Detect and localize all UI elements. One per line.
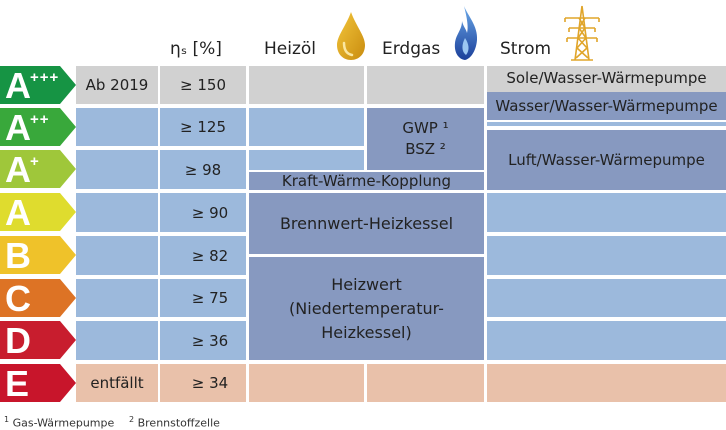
sole-wasser-block: Sole/Wasser-Wärmepumpe (487, 66, 726, 90)
gas-flame-icon (454, 6, 478, 60)
strom-cell (487, 321, 726, 360)
power-pylon-icon (564, 5, 600, 61)
class-letter: A (5, 149, 31, 190)
class-arrow-a: A (0, 193, 76, 231)
note-cell (76, 108, 158, 146)
class-letter: B (5, 235, 31, 276)
note-cell (76, 150, 158, 189)
footnote-1-mark: 1 (4, 415, 10, 424)
oil-cell (249, 66, 364, 104)
efficiency-value: ≥ 90 (191, 203, 229, 222)
strom-cell (487, 193, 726, 232)
class-letter: D (5, 320, 31, 361)
footnote-1: 1 Gas-Wärmepumpe (4, 415, 114, 430)
luft-wasser-label: Luft/Wasser-Wärmepumpe (508, 150, 705, 169)
brennwert-block: Brennwert-Heizkessel (249, 193, 484, 254)
class-letter: C (5, 278, 31, 319)
efficiency-value: ≥ 125 (180, 118, 226, 136)
efficiency-cell: ≥ 34 (160, 364, 246, 402)
class-arrow-e: E (0, 364, 76, 402)
oil-cell (249, 150, 364, 170)
strom-cell (487, 122, 726, 126)
wasser-wasser-block: Wasser/Wasser-Wärmepumpe (487, 92, 726, 120)
footnote-1-text: Gas-Wärmepumpe (12, 416, 115, 430)
efficiency-cell: ≥ 125 (160, 108, 246, 146)
note-cell (76, 236, 158, 275)
gas-cell (367, 66, 484, 104)
footnote-2-text: Brennstoffzelle (137, 416, 220, 430)
class-letter: E (5, 363, 30, 404)
efficiency-value: ≥ 98 (184, 160, 222, 179)
note-cell (76, 279, 158, 317)
footnote-2-mark: 2 (129, 415, 135, 424)
efficiency-cell: ≥ 150 (160, 66, 246, 104)
header-natural-gas: Erdgas (382, 39, 441, 59)
note-cell: Ab 2019 (76, 66, 158, 104)
note-entfaellt: entfällt (90, 374, 144, 392)
oil-cell (249, 108, 364, 146)
oil-cell (249, 364, 364, 402)
footnote-2: 2 Brennstoffzelle (129, 415, 220, 430)
luft-wasser-block: Luft/Wasser-Wärmepumpe (487, 130, 726, 190)
oil-drop-icon (337, 12, 365, 60)
bsz-label: BSZ ² (405, 140, 446, 158)
class-plus: + (30, 153, 40, 170)
efficiency-cell: ≥ 98 (160, 150, 246, 189)
class-arrow-d: D (0, 321, 76, 359)
sole-wasser-label: Sole/Wasser-Wärmepumpe (506, 68, 707, 87)
efficiency-cell: ≥ 82 (160, 236, 246, 275)
heizwert-label-line2: (Niedertemperatur- (289, 298, 444, 318)
gwp-label: GWP ¹ (402, 119, 449, 137)
class-arrow-a-plus: A + (0, 150, 76, 188)
header-electricity: Strom (500, 39, 552, 59)
gas-cell (367, 364, 484, 402)
efficiency-cell: ≥ 36 (160, 321, 246, 360)
gwp-bsz-block: GWP ¹ BSZ ² (367, 108, 484, 170)
kwk-label: Kraft-Wärme-Kopplung (281, 171, 452, 190)
efficiency-value: ≥ 34 (191, 374, 229, 392)
class-letter: A (5, 192, 31, 233)
heizwert-label-line3: Heizkessel) (321, 322, 412, 342)
class-arrow-c: C (0, 279, 76, 317)
efficiency-value: ≥ 150 (180, 76, 226, 94)
strom-cell (487, 236, 726, 275)
efficiency-cell: ≥ 90 (160, 193, 246, 232)
note-cell (76, 321, 158, 360)
strom-cell (487, 364, 726, 402)
wasser-wasser-label: Wasser/Wasser-Wärmepumpe (495, 96, 718, 115)
class-plus: +++ (30, 69, 60, 86)
strom-cell (487, 279, 726, 317)
brennwert-label: Brennwert-Heizkessel (279, 214, 454, 233)
efficiency-cell: ≥ 75 (160, 279, 246, 317)
header-heating-oil: Heizöl (264, 39, 317, 59)
note-ab-2019: Ab 2019 (85, 76, 149, 94)
heizwert-label-line1: Heizwert (331, 274, 402, 294)
class-arrow-b: B (0, 236, 76, 274)
efficiency-value: ≥ 82 (191, 246, 229, 265)
efficiency-value: ≥ 36 (191, 331, 229, 350)
efficiency-value: ≥ 75 (191, 289, 229, 307)
kwk-block: Kraft-Wärme-Kopplung (249, 172, 484, 190)
class-letter: A (5, 65, 31, 106)
class-arrow-a-plus-plus: A ++ (0, 108, 76, 146)
note-cell: entfällt (76, 364, 158, 402)
note-cell (76, 193, 158, 232)
class-plus: ++ (30, 111, 50, 128)
class-letter: A (5, 107, 31, 148)
class-arrow-a-plus-plus-plus: A +++ (0, 66, 76, 104)
heizwert-block: Heizwert (Niedertemperatur- Heizkessel) (249, 257, 484, 360)
header-efficiency: ηₛ [%] (170, 39, 222, 59)
